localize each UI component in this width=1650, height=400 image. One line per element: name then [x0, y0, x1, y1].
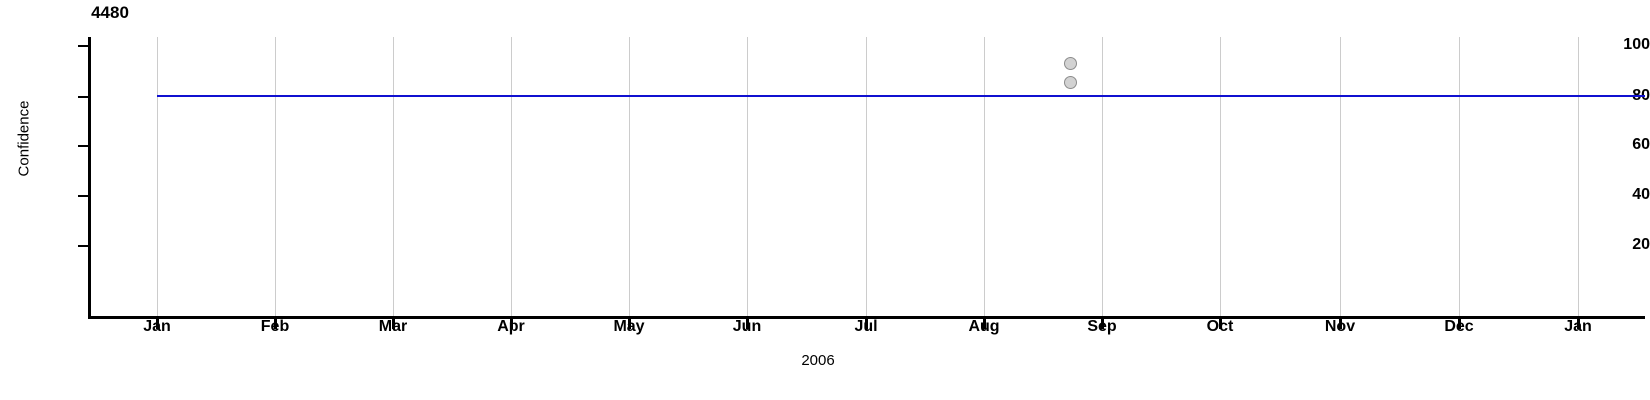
x-tick-mark-jan-12 — [1577, 319, 1580, 329]
y-tick-mark-80 — [78, 96, 88, 98]
y-tick-label-100: 100 — [1623, 36, 1650, 53]
x-tick-mark-jul-6 — [865, 319, 868, 329]
gridline-jan-0 — [157, 37, 158, 316]
x-tick-mark-nov-10 — [1339, 319, 1342, 329]
data-point-marker-0 — [1063, 57, 1077, 70]
gridline-sep-8 — [1102, 37, 1103, 316]
x-tick-mark-mar-2 — [392, 319, 395, 329]
x-tick-mark-oct-9 — [1219, 319, 1222, 329]
x-tick-mark-aug-7 — [983, 319, 986, 329]
y-tick-label-80: 80 — [1632, 87, 1650, 104]
x-axis-spine — [88, 316, 1645, 319]
y-tick-mark-100 — [78, 45, 88, 47]
x-tick-label-feb-1: Feb — [260, 318, 290, 335]
gridline-nov-10 — [1340, 37, 1341, 316]
x-tick-label-jan-12: Jan — [1564, 318, 1592, 335]
chart-title: 4480 — [91, 3, 129, 22]
y-tick-label-40: 40 — [1632, 186, 1650, 203]
x-tick-label-jun-5: Jun — [732, 318, 762, 335]
x-tick-mark-sep-8 — [1101, 319, 1104, 329]
gridline-apr-3 — [511, 37, 512, 316]
x-tick-label-sep-8: Sep — [1087, 318, 1117, 335]
gridline-aug-7 — [984, 37, 985, 316]
gridline-jun-5 — [747, 37, 748, 316]
gridline-mar-2 — [393, 37, 394, 316]
x-tick-label-jul-6: Jul — [854, 318, 878, 335]
x-tick-mark-feb-1 — [274, 319, 277, 329]
x-tick-label-mar-2: Mar — [378, 318, 408, 335]
gridline-dec-11 — [1459, 37, 1460, 316]
x-tick-mark-apr-3 — [510, 319, 513, 329]
gridline-feb-1 — [275, 37, 276, 316]
x-tick-label-may-4: May — [613, 318, 645, 335]
gridline-jan-12 — [1578, 37, 1579, 316]
x-tick-label-jan-0: Jan — [143, 318, 171, 335]
data-point-marker-1 — [1063, 75, 1077, 89]
y-axis-spine — [88, 37, 91, 318]
x-axis-title: 2006 — [801, 352, 835, 369]
x-tick-mark-jan-0 — [156, 319, 159, 329]
y-tick-mark-20 — [78, 245, 88, 247]
y-tick-label-60: 60 — [1632, 136, 1650, 153]
y-tick-mark-60 — [78, 145, 88, 147]
y-tick-mark-40 — [78, 195, 88, 197]
gridline-may-4 — [629, 37, 630, 316]
x-tick-label-nov-10: Nov — [1324, 318, 1356, 335]
x-tick-label-apr-3: Apr — [497, 318, 525, 335]
x-tick-mark-dec-11 — [1458, 319, 1461, 329]
y-axis-title: Confidence — [15, 100, 33, 177]
x-tick-mark-may-4 — [628, 319, 631, 329]
x-tick-label-oct-9: Oct — [1206, 318, 1234, 335]
gridline-oct-9 — [1220, 37, 1221, 316]
gridline-jul-6 — [866, 37, 867, 316]
x-tick-label-dec-11: Dec — [1444, 318, 1474, 335]
y-tick-label-20: 20 — [1632, 236, 1650, 253]
x-tick-mark-jun-5 — [746, 319, 749, 329]
x-tick-label-aug-7: Aug — [968, 318, 1000, 335]
